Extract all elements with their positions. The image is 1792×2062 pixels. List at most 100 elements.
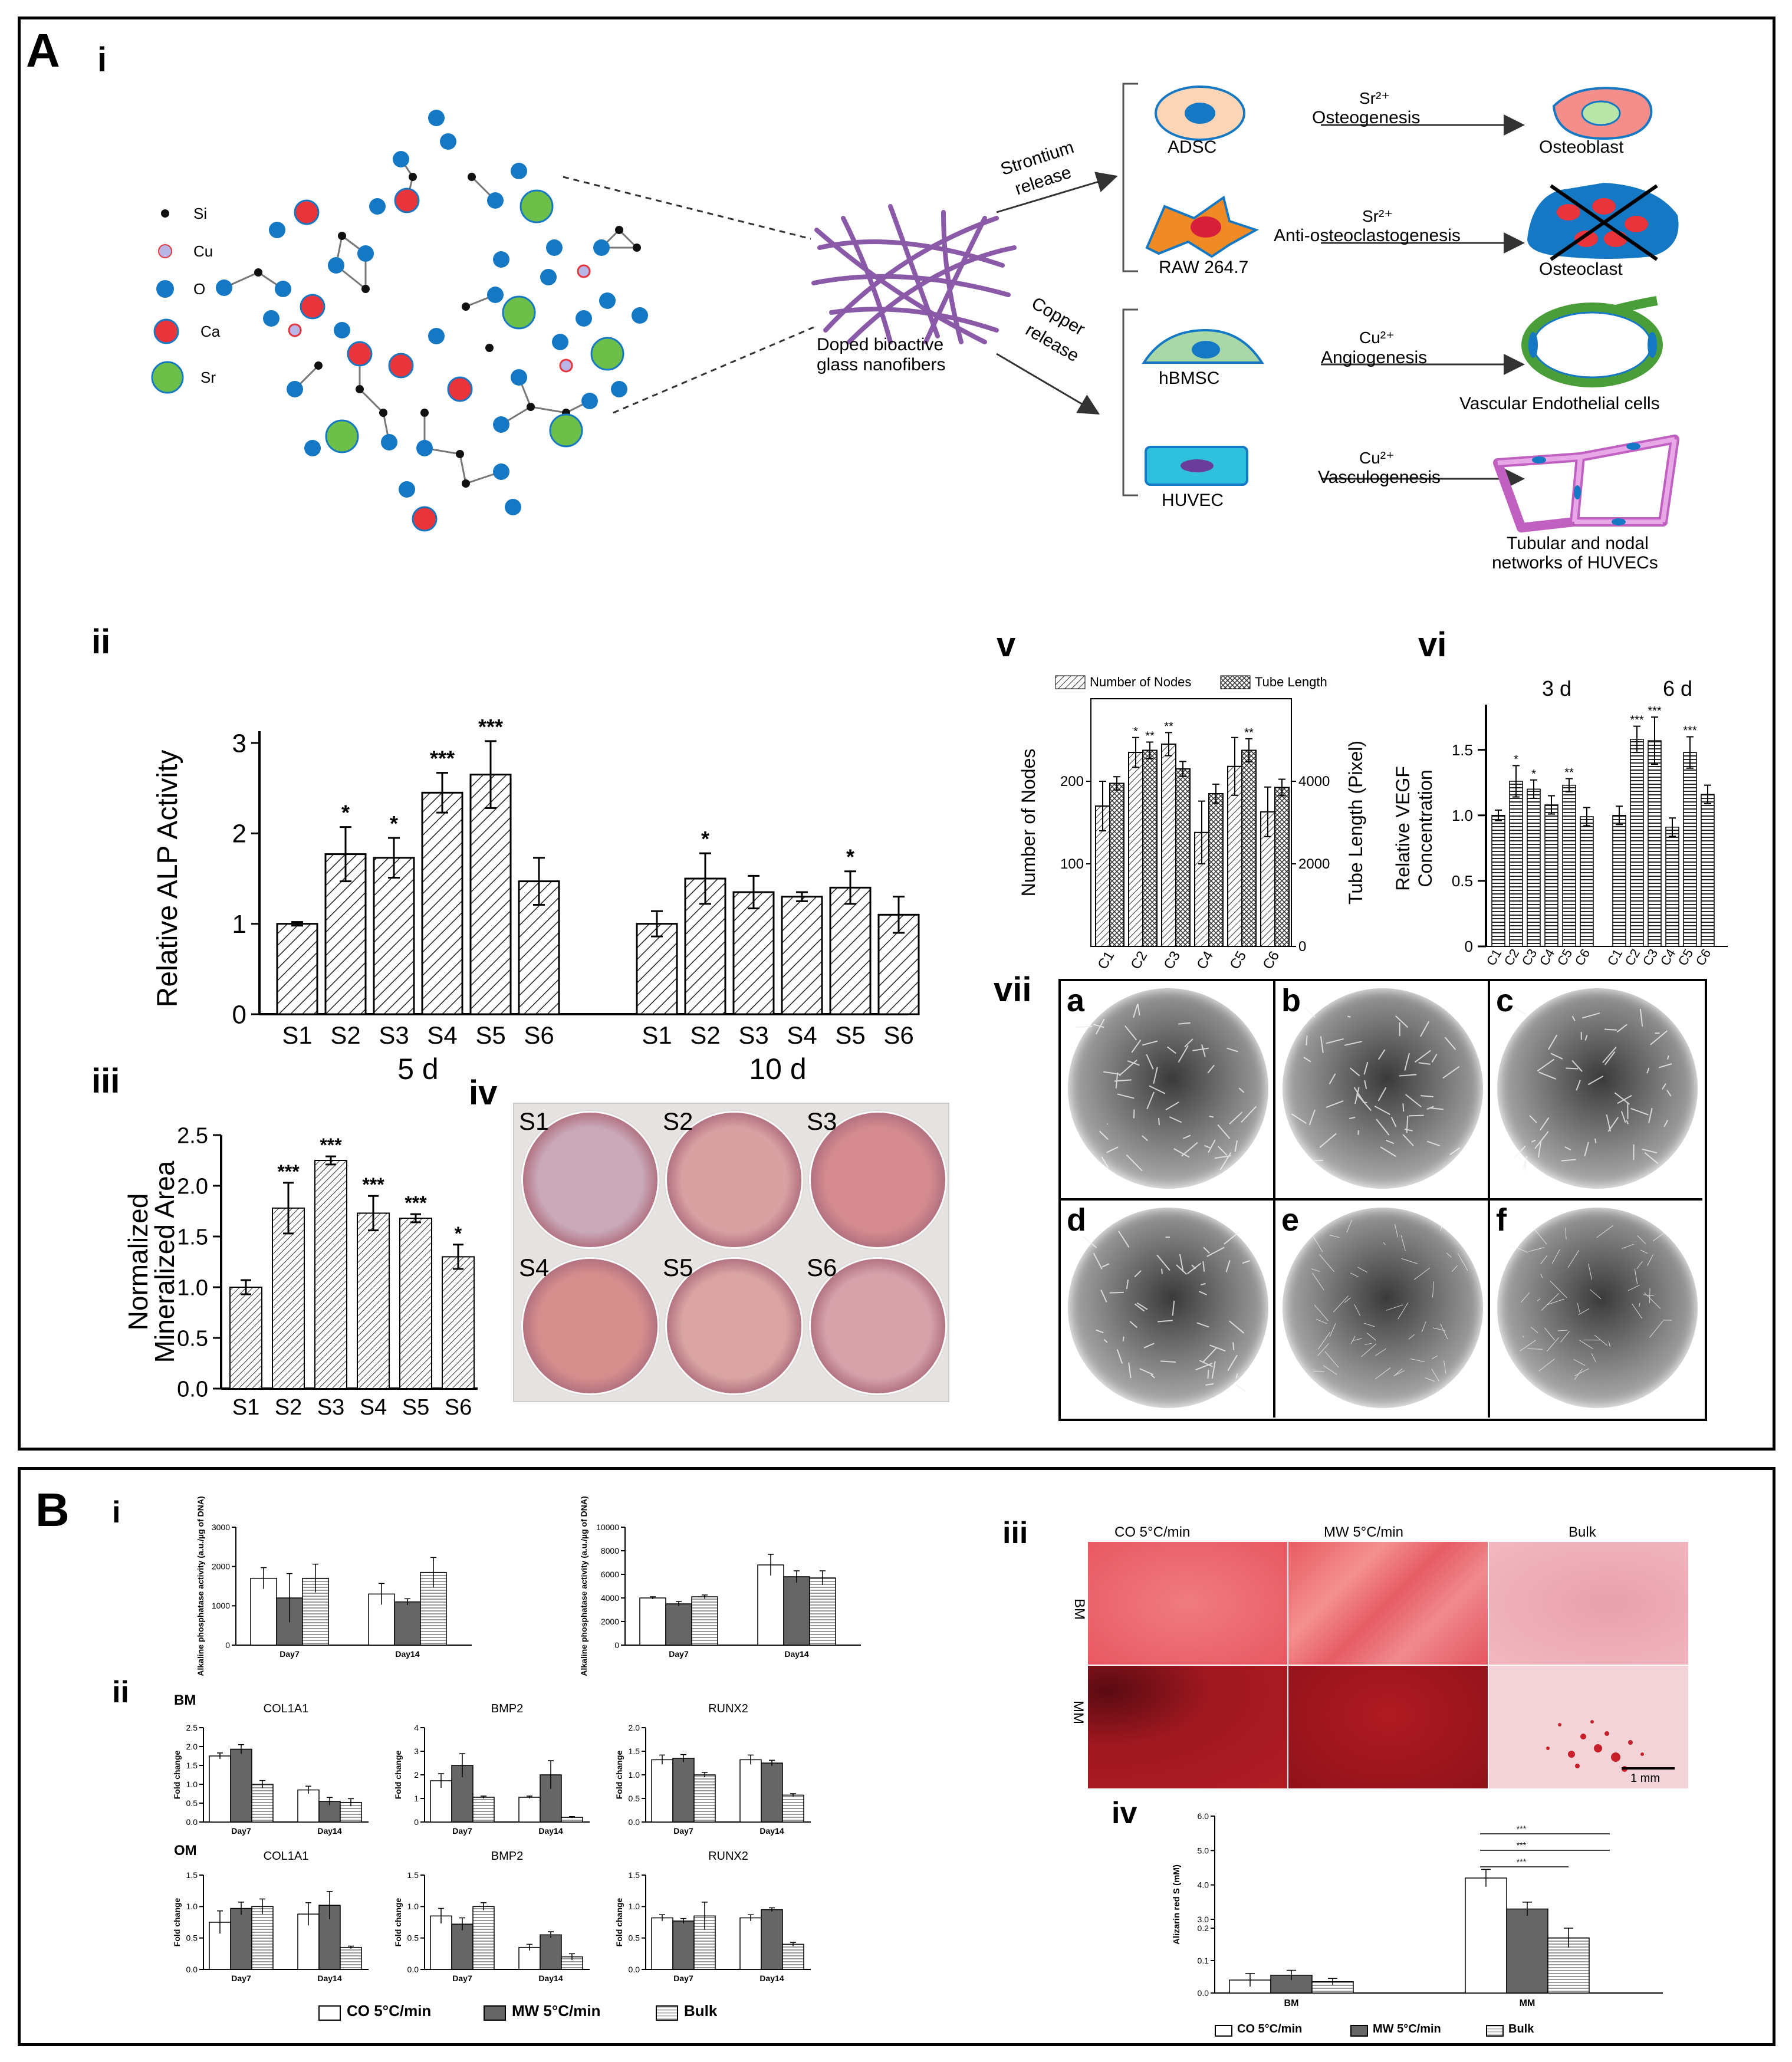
chart-b-i-a-y-label: Alkaline phosphatase activity (a.u./µg o… bbox=[196, 1496, 205, 1676]
atom-sr bbox=[590, 337, 624, 371]
atom-o bbox=[493, 416, 509, 433]
chart-b-i-a-y-tick-label: 3000 bbox=[212, 1522, 230, 1532]
chart-b-i-a-error bbox=[405, 1598, 410, 1605]
tube-network-overlay bbox=[1291, 1007, 1461, 1162]
a-v-category: C3 bbox=[1160, 949, 1183, 972]
chart-b-ii-3-error bbox=[348, 1945, 354, 1949]
chart-b-ii-5-y-tick-label: 1.0 bbox=[629, 1902, 640, 1911]
chart-b-ii-4-bar bbox=[451, 1923, 474, 1970]
b-iii-col-co: CO 5°C/min bbox=[1114, 1524, 1191, 1540]
atom-si bbox=[409, 173, 417, 181]
legend-mw-label: MW 5°C/min bbox=[512, 2002, 601, 2020]
atom-cu bbox=[559, 359, 573, 373]
chart-b-ii-5-bar bbox=[761, 1909, 783, 1970]
a-v-y-label: Number of Nodes bbox=[1018, 749, 1039, 897]
atom-sr bbox=[502, 295, 536, 330]
panel-b-iv-label: iv bbox=[1112, 1796, 1137, 1830]
chart-b-i-a-error bbox=[379, 1583, 384, 1605]
microscopy-well bbox=[1068, 1208, 1268, 1408]
a-ii-group-label: 10 d bbox=[749, 1053, 806, 1086]
a-iii-category: S6 bbox=[445, 1395, 472, 1420]
chart-b-ii-4-error bbox=[569, 1953, 575, 1960]
a-vi-error bbox=[1616, 805, 1623, 826]
a-vi-sig: *** bbox=[1630, 714, 1644, 727]
atom-o bbox=[269, 222, 285, 238]
alizarin-well bbox=[665, 1257, 803, 1395]
a-ii-category: S2 bbox=[690, 1021, 720, 1049]
a-ii-group-label: 5 d bbox=[397, 1053, 439, 1086]
a-ii-bar bbox=[373, 857, 415, 1015]
chart-b-ii-1-bar bbox=[518, 1797, 541, 1823]
chart-b-ii-4-error bbox=[438, 1908, 444, 1924]
chart-b-ii-3-category: Day7 bbox=[231, 1974, 251, 1983]
a-v-category: C2 bbox=[1127, 949, 1150, 972]
a-ii-sig: * bbox=[701, 827, 709, 851]
atom-ca bbox=[294, 199, 320, 225]
chart-b-ii-5-bar bbox=[672, 1920, 695, 1970]
chart-b-ii-2-error bbox=[769, 1760, 775, 1766]
microscopy-cell: f bbox=[1490, 1201, 1702, 1418]
mineralized-area-chart: 0.0 0.5 1.0 1.5 2.0 2.5 NormalizedMineralized … bbox=[123, 1123, 478, 1420]
chart-b-ii-2-y-tick-label: 0.0 bbox=[629, 1817, 640, 1827]
tube-network-overlay bbox=[1512, 1005, 1672, 1171]
atom-si bbox=[314, 361, 323, 370]
b-iv-legend: CO 5°C/min MW 5°C/min Bulk bbox=[1215, 2022, 1627, 2040]
a-iii-category: S5 bbox=[402, 1395, 429, 1420]
atom-sr bbox=[549, 413, 583, 448]
a-vi-category: C3 bbox=[1640, 946, 1661, 968]
atom-o bbox=[399, 481, 415, 498]
chart-b-ii-5-title: RUNX2 bbox=[708, 1850, 748, 1863]
a-iii-bar bbox=[399, 1218, 432, 1389]
panel-a-vi-label: vi bbox=[1418, 626, 1447, 664]
chart-b-ii-0-error bbox=[238, 1744, 244, 1754]
chart-b-ii-0-error bbox=[348, 1798, 354, 1807]
a-ii-sig: *** bbox=[430, 746, 455, 771]
tube-network-overlay bbox=[1082, 1231, 1250, 1392]
osteoclast-icon bbox=[1527, 183, 1679, 261]
vascular-cells-icon bbox=[1521, 296, 1663, 387]
a-vi-bar bbox=[1580, 816, 1594, 947]
mm-bulk-stain: 1 mm bbox=[1489, 1666, 1688, 1788]
b-iv-sig: *** bbox=[1517, 1824, 1527, 1833]
chart-b-i-a-error bbox=[430, 1557, 436, 1587]
chart-b-ii-0-bar bbox=[297, 1789, 320, 1823]
chart-b-ii-5-bar bbox=[782, 1943, 804, 1970]
chart-b-ii-0-y-tick-label: 2.5 bbox=[186, 1723, 198, 1732]
b-iv-error bbox=[1328, 1978, 1337, 1985]
microscopy-cell: c bbox=[1490, 981, 1702, 1201]
chart-b-i-b-error bbox=[820, 1570, 826, 1585]
atom-o bbox=[393, 151, 409, 167]
b-iv-error bbox=[1287, 1969, 1296, 1980]
b-ii-bm-label: BM bbox=[174, 1692, 196, 1708]
atom-cu bbox=[577, 264, 591, 278]
atom-si bbox=[485, 344, 494, 352]
atom-ca bbox=[447, 376, 473, 402]
atom-o bbox=[328, 257, 344, 274]
a-ii-category: S5 bbox=[835, 1021, 865, 1049]
chart-b-i-a-y-tick-label: 0 bbox=[225, 1640, 230, 1650]
a-iii-y-label-1: Normalized bbox=[123, 1193, 153, 1331]
atom-o bbox=[263, 310, 280, 327]
chart-b-ii-3-error bbox=[238, 1902, 244, 1915]
atom-o bbox=[416, 440, 433, 456]
a-vi-bar bbox=[1612, 815, 1626, 947]
a-v-tube-error bbox=[1278, 778, 1285, 797]
a-ii-sig: * bbox=[846, 845, 854, 869]
atom-o bbox=[599, 292, 616, 309]
a-v-sig: * bbox=[1133, 725, 1138, 738]
atom-o bbox=[487, 287, 504, 303]
a-vi-bar bbox=[1630, 739, 1644, 947]
microscopy-label: d bbox=[1067, 1202, 1086, 1238]
b-iv-error bbox=[1523, 1902, 1532, 1916]
atom-o bbox=[334, 322, 350, 338]
chart-b-ii-2-error bbox=[702, 1772, 708, 1777]
network-bond bbox=[459, 453, 467, 484]
chart-b-ii-2-y-label: Fold change bbox=[614, 1751, 624, 1800]
cu-ion-2: Cu²⁺ bbox=[1359, 449, 1395, 467]
network-bond bbox=[359, 388, 384, 414]
chart-b-ii-3-y-tick-label: 1.5 bbox=[186, 1870, 198, 1880]
chart-b-ii-1-y-tick-label: 2 bbox=[414, 1770, 419, 1780]
b-iv-category: BM bbox=[1284, 1998, 1299, 2008]
panel-a-iv-label: iv bbox=[469, 1074, 498, 1112]
a-vi-error bbox=[1495, 809, 1502, 821]
